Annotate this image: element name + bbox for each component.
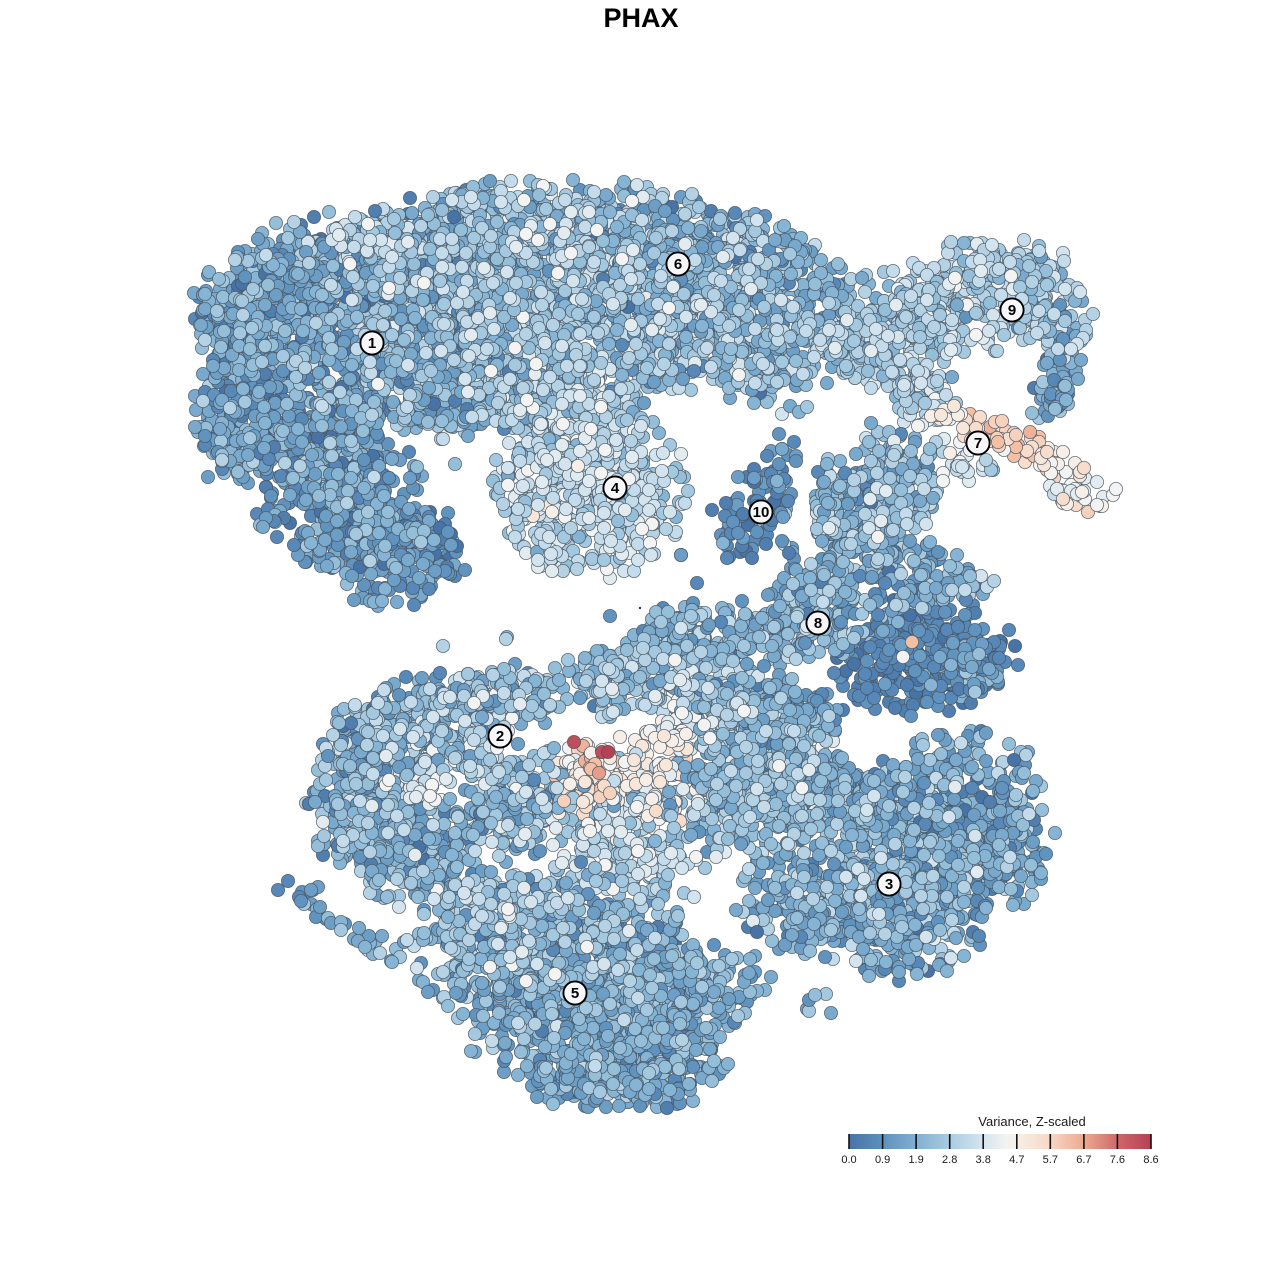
svg-text:7: 7 xyxy=(974,435,982,452)
svg-text:3: 3 xyxy=(885,876,893,893)
svg-text:1.9: 1.9 xyxy=(908,1154,923,1166)
svg-text:7.6: 7.6 xyxy=(1110,1154,1125,1166)
svg-text:8.6: 8.6 xyxy=(1143,1154,1158,1166)
svg-text:PHAX: PHAX xyxy=(603,3,678,33)
svg-text:6: 6 xyxy=(674,256,682,273)
svg-text:5.7: 5.7 xyxy=(1043,1154,1058,1166)
svg-text:0.0: 0.0 xyxy=(841,1154,856,1166)
svg-text:2: 2 xyxy=(496,728,504,745)
svg-text:4.7: 4.7 xyxy=(1009,1154,1024,1166)
svg-text:8: 8 xyxy=(814,615,822,632)
svg-text:6.7: 6.7 xyxy=(1076,1154,1091,1166)
svg-text:9: 9 xyxy=(1008,302,1016,319)
svg-text:3.8: 3.8 xyxy=(976,1154,991,1166)
svg-text:Variance, Z-scaled: Variance, Z-scaled xyxy=(978,1114,1085,1129)
svg-text:2.8: 2.8 xyxy=(942,1154,957,1166)
svg-text:1: 1 xyxy=(368,335,376,352)
svg-text:10: 10 xyxy=(753,504,770,521)
svg-text:5: 5 xyxy=(571,985,579,1002)
svg-text:0.9: 0.9 xyxy=(875,1154,890,1166)
svg-text:4: 4 xyxy=(611,480,620,497)
